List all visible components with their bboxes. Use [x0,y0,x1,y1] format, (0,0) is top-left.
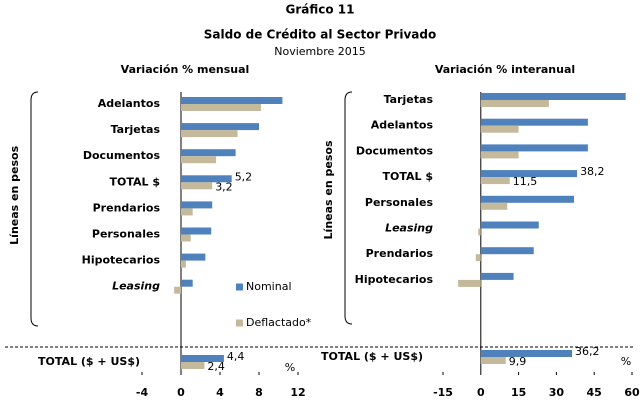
value-label: 2,4 [207,360,225,373]
category-label: TOTAL ($ + US$) [38,355,140,368]
x-tick-label: 60 [624,386,640,399]
x-tick-label: 0 [177,386,185,399]
bar [181,149,236,157]
panel-title: Variación % interanual [435,63,575,76]
category-label: Prendarios [366,247,434,260]
category-label: Prendarios [93,201,161,214]
bar [480,100,549,107]
bar [480,170,578,178]
unit-label: % [285,361,295,374]
bar [480,272,514,280]
legend-label: Deflactado* [246,316,312,329]
bar [480,221,539,229]
value-label: 38,2 [580,165,605,178]
value-label: 4,4 [227,350,245,363]
value-label: 11,5 [513,175,538,188]
unit-label: % [621,355,631,368]
bar [480,144,588,152]
bar [478,228,481,236]
value-label: 5,2 [235,170,253,183]
x-tick-label: 30 [549,386,565,399]
value-label: 3,2 [215,180,233,193]
bar [480,195,575,203]
date: Noviembre 2015 [274,45,366,58]
bar [480,125,519,133]
panel-title: Variación % mensual [121,63,250,76]
bar [480,357,506,364]
category-label: Personales [365,196,434,209]
value-label: 36,2 [575,345,600,358]
bar [181,362,205,369]
bar [181,104,261,111]
bar [181,156,217,164]
bar [181,227,212,235]
bar [475,254,481,262]
bar [181,201,213,209]
bar [181,123,259,131]
category-label: TOTAL $ [109,175,160,188]
bar [480,350,573,357]
bar [458,279,481,287]
category-label: Documentos [83,149,161,162]
bar [480,151,519,159]
x-tick-label: 12 [290,386,305,399]
category-label: Leasing [385,222,433,235]
category-label: Hipotecarios [355,273,434,286]
legend-swatch [236,283,243,291]
bar [181,175,232,183]
value-label: 9,9 [509,355,527,368]
category-label: Hipotecarios [82,254,161,267]
category-label: Adelantos [98,97,161,110]
subtitle: Saldo de Crédito al Sector Privado [204,28,436,42]
bar [480,118,588,126]
title: Gráfico 11 [286,3,355,17]
x-tick-label: 0 [477,386,485,399]
y-axis-label: Líneas en pesos [8,145,21,244]
bracket [344,91,353,325]
bar [181,182,213,190]
category-label: Documentos [356,144,434,157]
x-tick-label: -15 [433,386,453,399]
y-axis-label: Líneas en pesos [322,140,335,239]
bar [181,260,186,268]
bar [181,234,191,242]
legend-label: Nominal [246,280,292,293]
x-tick-label: 45 [587,386,602,399]
legend-swatch [236,319,243,327]
bar [181,355,224,362]
bar [480,93,626,100]
bar [181,208,193,216]
bar [181,253,206,261]
category-label: Personales [92,228,161,241]
x-tick-label: 4 [216,386,224,399]
bar [181,279,193,287]
category-label: TOTAL $ [382,170,433,183]
category-label: Adelantos [371,119,434,132]
bar [480,177,510,185]
bar [480,202,508,210]
bracket [30,91,39,327]
bar [174,286,181,294]
x-tick-label: 15 [511,386,526,399]
x-tick-label: 8 [255,386,263,399]
bar [181,130,238,138]
category-label: Leasing [112,280,160,293]
bar [480,247,534,255]
bar [181,97,283,104]
x-tick-label: -4 [136,386,149,399]
category-label: Tarjetas [384,93,434,106]
category-label: TOTAL ($ + US$) [321,350,423,363]
category-label: Tarjetas [111,123,161,136]
